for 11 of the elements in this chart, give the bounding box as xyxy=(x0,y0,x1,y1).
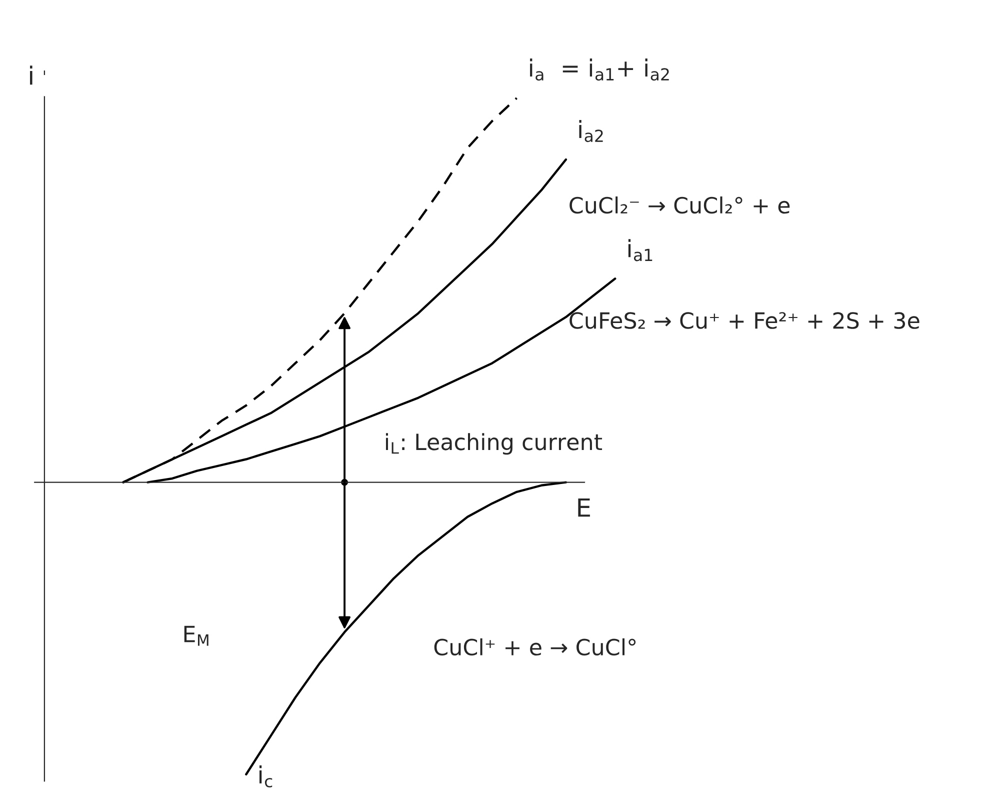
annotation: CuCl₂⁻ → CuCl₂° + e xyxy=(570,196,790,214)
y-axis-title: i xyxy=(30,66,32,85)
series-label: i$_{a2}$ xyxy=(579,120,603,142)
annotation: i$_{L}$: Leaching current xyxy=(386,433,602,455)
annotation: CuFeS₂ → Cu⁺ + Fe²⁺ + 2S + 3e xyxy=(570,312,920,329)
x-axis-title: E xyxy=(578,498,590,517)
series-label: i$_{a1}$ xyxy=(628,239,652,262)
annotation: E$_{M}$ xyxy=(184,626,208,646)
series-label: i$_{c}$ xyxy=(259,765,272,788)
annotation: CuCl⁺ + e → CuCl° xyxy=(434,638,636,656)
series-label: i$_{a}$ = i$_{a1}$+ i$_{a2}$ xyxy=(530,58,669,81)
